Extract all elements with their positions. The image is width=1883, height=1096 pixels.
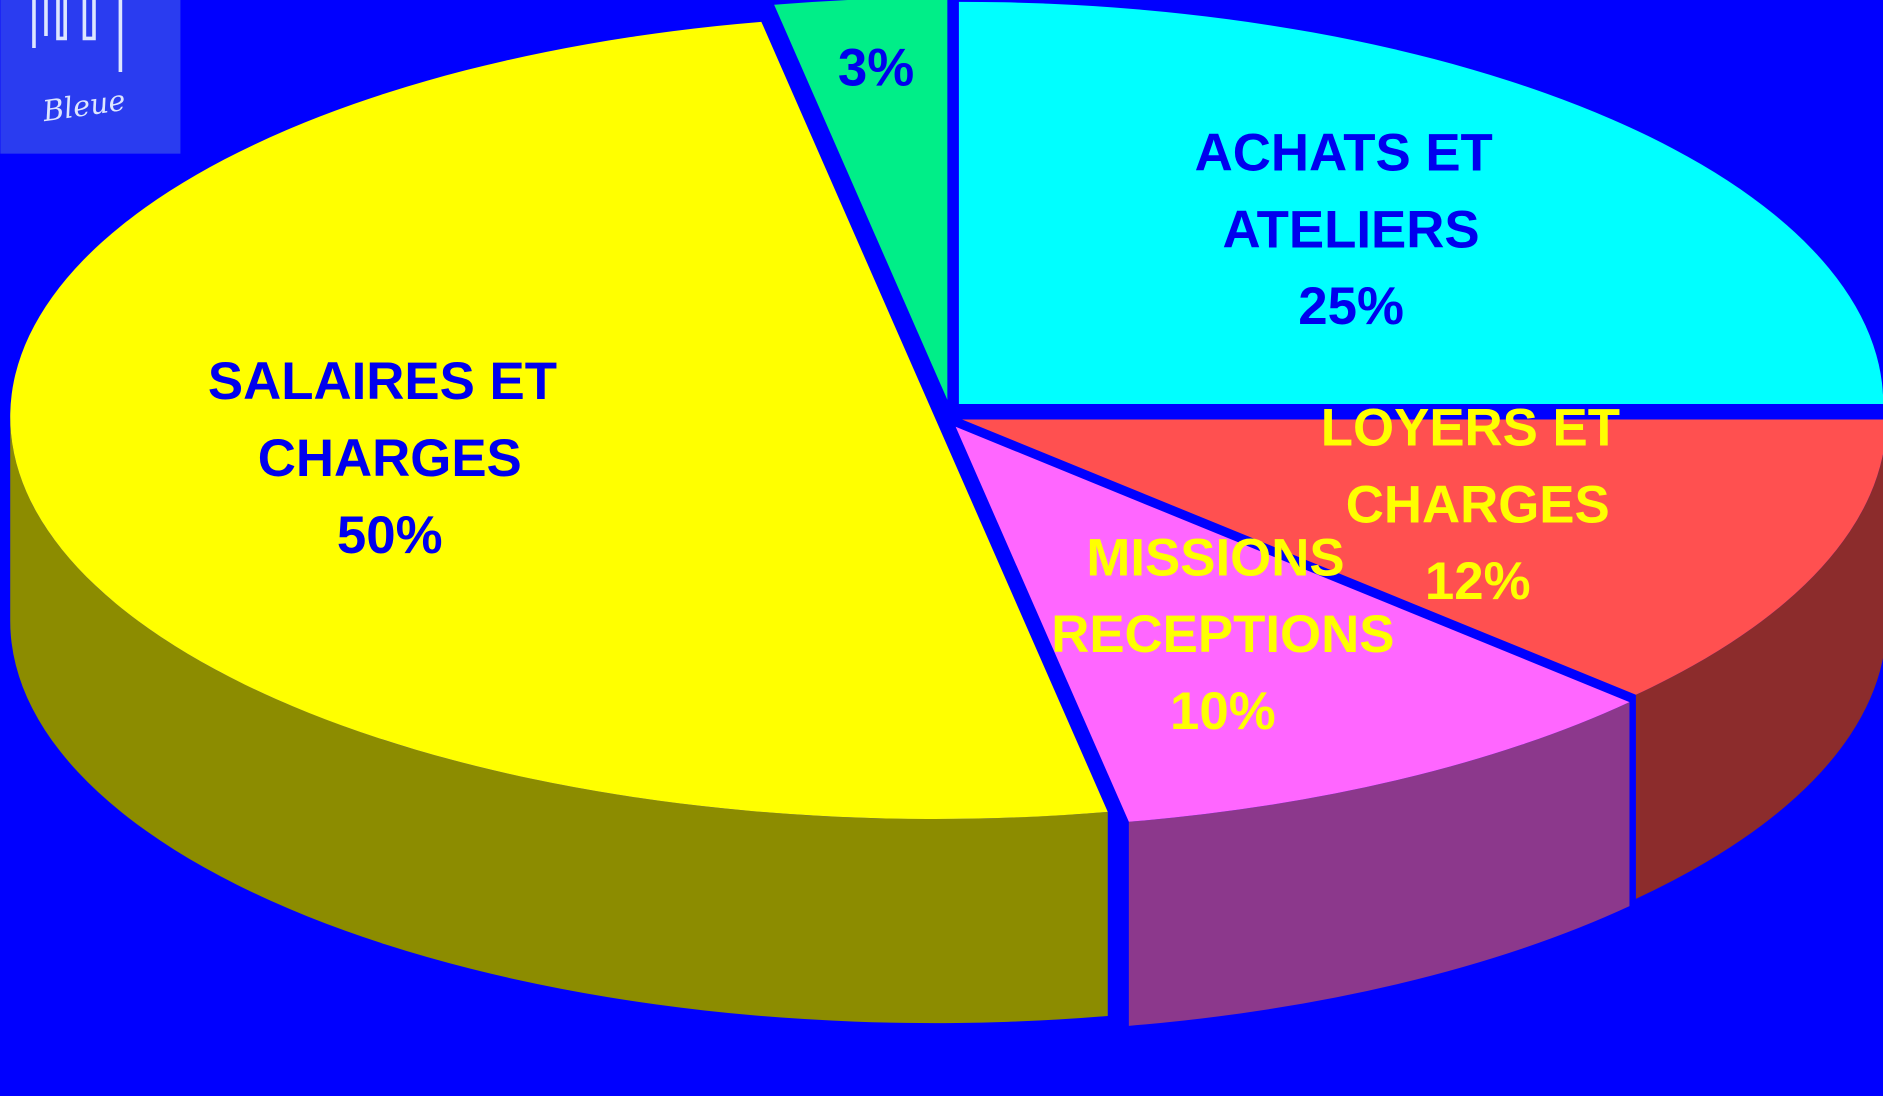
slice-side xyxy=(1635,453,1883,899)
category-line: SALAIRES ET xyxy=(208,352,572,411)
category-line: CHARGES xyxy=(1346,475,1610,534)
slice xyxy=(774,0,948,400)
logo: Bleue xyxy=(0,0,181,154)
value-label: 50% xyxy=(337,506,443,565)
slices xyxy=(10,0,1883,822)
labels: ACHATS ET ATELIERS 25% LOYERS ET CHARGES 12… xyxy=(208,38,1635,741)
category-line: ACHATS ET xyxy=(1195,123,1508,182)
category-label: LOYERS ET CHARGES xyxy=(1321,398,1635,534)
category-line: LOYERS ET xyxy=(1321,398,1635,457)
slice xyxy=(962,419,1883,695)
category-label: SALAIRES ET CHARGES xyxy=(208,352,572,488)
value-label: 25% xyxy=(1298,277,1404,336)
slice-sides xyxy=(10,416,1883,1026)
category-line: RECEPTIONS xyxy=(1051,605,1394,664)
slice xyxy=(958,1,1883,404)
logo-box xyxy=(0,0,181,154)
slice-side xyxy=(1128,702,1630,1026)
logo-icon xyxy=(32,0,123,73)
category-label: ACHATS ET ATELIERS xyxy=(1195,123,1508,259)
value-label: 3% xyxy=(838,38,914,97)
category-label: MISSIONS RECEPTIONS xyxy=(1051,528,1394,664)
category-line: CHARGES xyxy=(258,429,522,488)
value-label: 12% xyxy=(1425,552,1531,611)
slice-side xyxy=(10,416,1108,1024)
value-label: 10% xyxy=(1170,682,1276,741)
category-line: MISSIONS xyxy=(1086,528,1359,587)
slice xyxy=(955,426,1630,822)
category-line: ATELIERS xyxy=(1222,200,1479,259)
slice xyxy=(10,21,1108,819)
